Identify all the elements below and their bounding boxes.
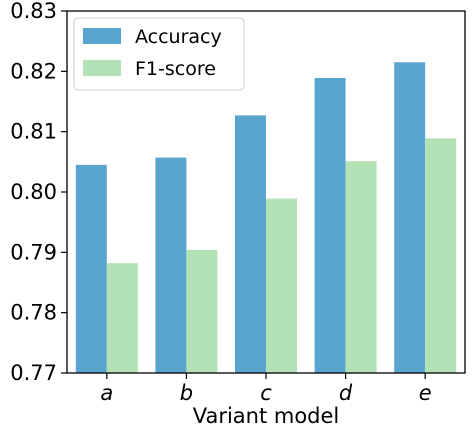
x-axis-ticks: a b c d e (100, 373, 432, 405)
bars-group (75, 62, 457, 374)
bar-f1-score-b (186, 249, 218, 373)
y-tick-label: 0.77 (10, 361, 57, 385)
y-tick-label: 0.80 (10, 180, 57, 204)
bar-accuracy-b (155, 157, 187, 373)
y-tick-label: 0.79 (10, 240, 57, 264)
y-tick-label: 0.78 (10, 301, 57, 325)
x-axis-title: Variant model (193, 404, 340, 428)
plot-frame (66, 10, 466, 374)
x-tick-label: b (180, 381, 193, 405)
bar-accuracy-d (314, 77, 346, 373)
x-tick-label: c (260, 381, 272, 405)
legend-swatch (83, 60, 121, 76)
y-axis-ticks: 0.77 0.78 0.79 0.80 0.81 0.82 0.83 (10, 0, 67, 385)
x-tick-label: a (100, 381, 113, 405)
bar-accuracy-e (394, 62, 426, 374)
bar-f1-score-d (345, 161, 377, 373)
y-tick-label: 0.81 (10, 120, 57, 144)
y-tick-label: 0.82 (10, 59, 57, 83)
x-tick-label: d (339, 381, 353, 405)
bar-accuracy-c (235, 115, 266, 374)
legend-swatch (83, 28, 121, 44)
bar-f1-score-e (425, 138, 457, 373)
bar-accuracy-a (75, 164, 107, 373)
x-tick-label: e (419, 381, 432, 405)
bar-f1-score-a (106, 263, 138, 373)
legend-label: Accuracy (135, 26, 222, 48)
legend-label: F1-score (135, 58, 216, 80)
y-tick-label: 0.83 (10, 0, 57, 23)
bar-f1-score-c (266, 198, 297, 373)
legend: Accuracy F1-score (73, 17, 245, 91)
